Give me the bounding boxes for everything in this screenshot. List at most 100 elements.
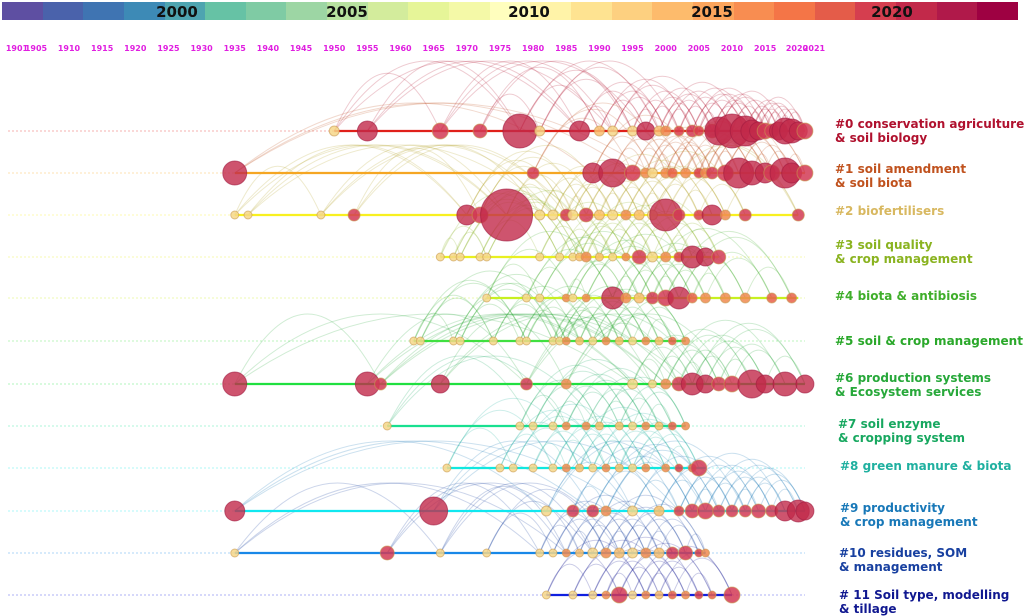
cluster-4-node[interactable]: [633, 292, 645, 304]
cluster-0-node[interactable]: [472, 123, 488, 139]
cluster-2-node[interactable]: [701, 204, 723, 226]
cluster-9-node[interactable]: [566, 504, 580, 518]
cluster-9-node[interactable]: [627, 505, 639, 517]
cluster-7-node[interactable]: [641, 421, 651, 431]
cluster-3-node[interactable]: [631, 249, 647, 265]
cluster-2-node[interactable]: [230, 210, 240, 220]
cluster-9-node[interactable]: [738, 504, 752, 518]
cluster-4-node[interactable]: [699, 292, 711, 304]
cluster-3-node[interactable]: [580, 251, 592, 263]
cluster-8-node[interactable]: [528, 463, 538, 473]
cluster-4-node[interactable]: [568, 293, 578, 303]
cluster-2-node[interactable]: [738, 208, 752, 222]
cluster-0-node[interactable]: [502, 113, 538, 149]
cluster-11-node[interactable]: [694, 590, 704, 600]
cluster-11-node[interactable]: [610, 586, 628, 604]
cluster-7-node[interactable]: [614, 421, 624, 431]
cluster-2-node[interactable]: [578, 207, 594, 223]
cluster-4-node[interactable]: [667, 286, 691, 310]
cluster-10-node[interactable]: [548, 548, 558, 558]
cluster-8-node[interactable]: [690, 459, 708, 477]
cluster-4-node[interactable]: [620, 292, 632, 304]
cluster-3-node[interactable]: [660, 251, 672, 263]
cluster-2-node[interactable]: [593, 209, 605, 221]
cluster-3-node[interactable]: [455, 252, 465, 262]
cluster-10-node[interactable]: [482, 548, 492, 558]
cluster-1-node[interactable]: [624, 164, 642, 182]
cluster-9-node[interactable]: [795, 501, 815, 521]
cluster-11-node[interactable]: [588, 590, 598, 600]
cluster-2-node[interactable]: [243, 210, 253, 220]
cluster-9-node[interactable]: [586, 504, 600, 518]
cluster-8-node[interactable]: [641, 463, 651, 473]
cluster-7-node[interactable]: [528, 421, 538, 431]
cluster-4-node[interactable]: [581, 293, 591, 303]
cluster-2-node[interactable]: [347, 208, 361, 222]
cluster-6-node[interactable]: [560, 378, 572, 390]
cluster-11-node[interactable]: [654, 590, 664, 600]
cluster-0-node[interactable]: [627, 125, 639, 137]
cluster-0-node[interactable]: [356, 120, 378, 142]
cluster-0-node[interactable]: [534, 125, 546, 137]
cluster-6-node[interactable]: [772, 371, 798, 397]
cluster-11-node[interactable]: [707, 590, 717, 600]
cluster-0-node[interactable]: [660, 125, 672, 137]
cluster-11-node[interactable]: [681, 590, 691, 600]
cluster-10-node[interactable]: [665, 546, 679, 560]
cluster-5-node[interactable]: [488, 336, 498, 346]
cluster-2-node[interactable]: [672, 208, 686, 222]
cluster-9-node[interactable]: [673, 505, 685, 517]
cluster-0-node[interactable]: [796, 122, 814, 140]
cluster-5-node[interactable]: [455, 336, 465, 346]
cluster-9-node[interactable]: [224, 500, 246, 522]
cluster-8-node[interactable]: [561, 463, 571, 473]
cluster-10-node[interactable]: [575, 548, 585, 558]
cluster-5-node[interactable]: [588, 336, 598, 346]
cluster-10-node[interactable]: [435, 548, 445, 558]
cluster-8-node[interactable]: [614, 463, 624, 473]
cluster-6-node[interactable]: [430, 374, 450, 394]
cluster-9-node[interactable]: [696, 502, 714, 520]
cluster-8-node[interactable]: [495, 463, 505, 473]
cluster-4-node[interactable]: [521, 293, 531, 303]
cluster-8-node[interactable]: [601, 463, 611, 473]
cluster-7-node[interactable]: [667, 421, 677, 431]
cluster-8-node[interactable]: [674, 463, 684, 473]
cluster-10-node[interactable]: [627, 547, 639, 559]
cluster-6-node[interactable]: [795, 374, 815, 394]
cluster-10-node[interactable]: [653, 547, 665, 559]
cluster-7-node[interactable]: [654, 421, 664, 431]
cluster-6-node[interactable]: [755, 374, 775, 394]
cluster-10-node[interactable]: [700, 548, 710, 558]
cluster-3-node[interactable]: [594, 252, 604, 262]
cluster-5-node[interactable]: [614, 336, 624, 346]
cluster-6-node[interactable]: [647, 379, 657, 389]
cluster-5-node[interactable]: [415, 336, 425, 346]
cluster-4-node[interactable]: [739, 292, 751, 304]
cluster-5-node[interactable]: [561, 336, 571, 346]
cluster-10-node[interactable]: [678, 545, 694, 561]
cluster-0-node[interactable]: [636, 121, 656, 141]
cluster-10-node[interactable]: [600, 547, 612, 559]
cluster-5-node[interactable]: [575, 336, 585, 346]
cluster-1-node[interactable]: [222, 160, 248, 186]
cluster-2-node[interactable]: [607, 209, 619, 221]
cluster-8-node[interactable]: [575, 463, 585, 473]
cluster-9-node[interactable]: [653, 505, 665, 517]
cluster-8-node[interactable]: [442, 463, 452, 473]
cluster-2-node[interactable]: [719, 209, 731, 221]
cluster-2-node[interactable]: [791, 208, 805, 222]
cluster-3-node[interactable]: [555, 252, 565, 262]
cluster-3-node[interactable]: [482, 252, 492, 262]
cluster-4-node[interactable]: [645, 291, 659, 305]
cluster-4-node[interactable]: [786, 292, 798, 304]
cluster-4-node[interactable]: [686, 292, 698, 304]
cluster-2-node[interactable]: [480, 188, 534, 242]
cluster-7-node[interactable]: [628, 421, 638, 431]
cluster-4-node[interactable]: [482, 293, 492, 303]
cluster-0-node[interactable]: [693, 125, 705, 137]
cluster-9-node[interactable]: [712, 504, 726, 518]
cluster-11-node[interactable]: [541, 590, 551, 600]
cluster-7-node[interactable]: [561, 421, 571, 431]
cluster-9-node[interactable]: [751, 503, 767, 519]
